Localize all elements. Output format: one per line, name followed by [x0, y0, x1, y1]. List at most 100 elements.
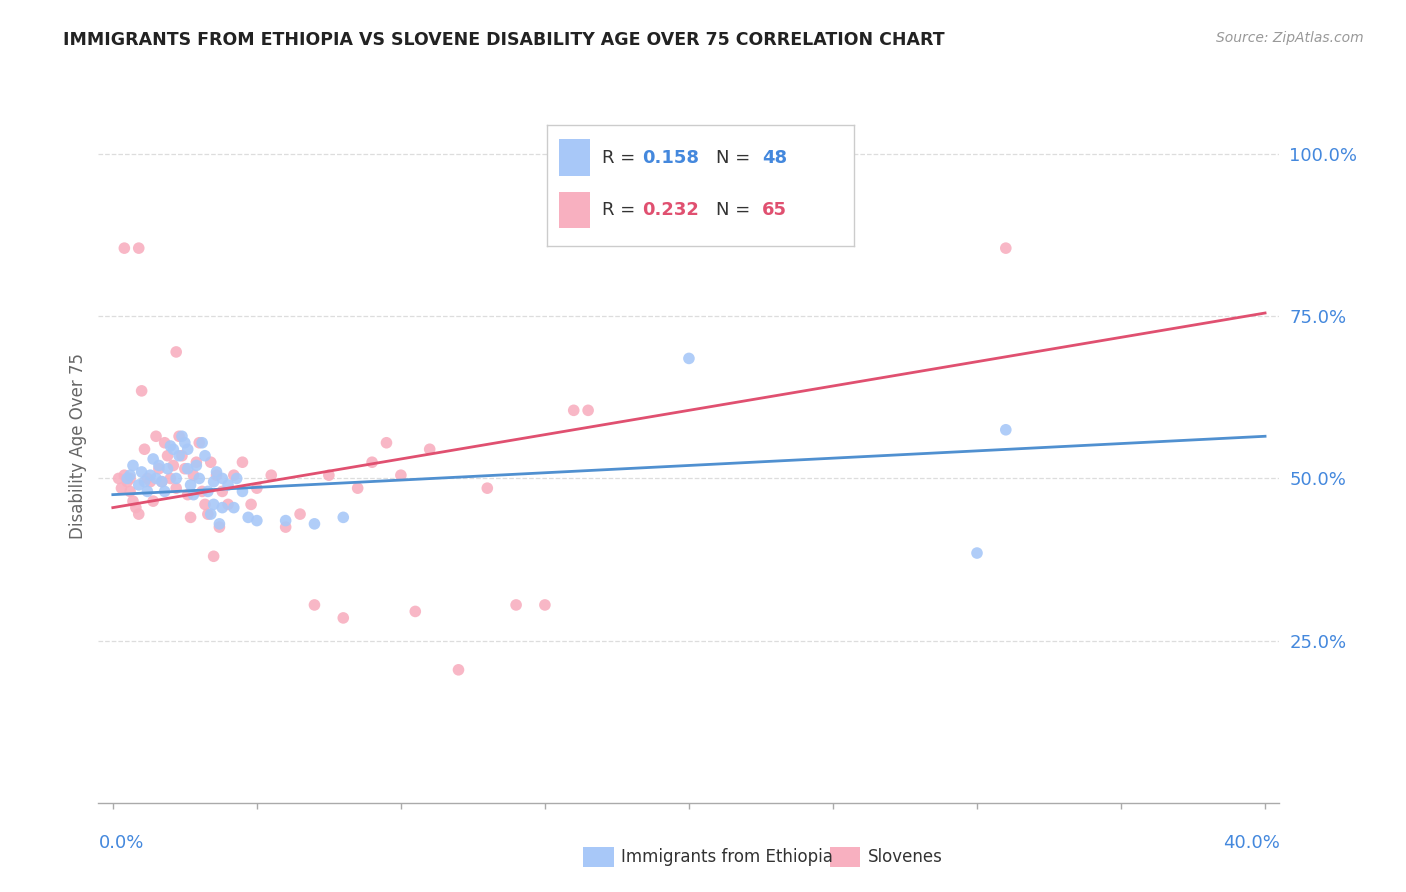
- Point: [165, 471, 187, 485]
- Point: [107, 471, 129, 485]
- Point: [167, 449, 190, 463]
- Point: [162, 442, 184, 457]
- Text: IMMIGRANTS FROM ETHIOPIA VS SLOVENE DISABILITY AGE OVER 75 CORRELATION CHART: IMMIGRANTS FROM ETHIOPIA VS SLOVENE DISA…: [63, 31, 945, 49]
- Point: [167, 429, 190, 443]
- Point: [332, 611, 354, 625]
- Point: [134, 442, 156, 457]
- Point: [202, 549, 225, 564]
- Point: [173, 461, 195, 475]
- Point: [131, 384, 153, 398]
- Text: Immigrants from Ethiopia: Immigrants from Ethiopia: [621, 848, 834, 866]
- Point: [145, 429, 167, 443]
- Point: [110, 481, 132, 495]
- Point: [150, 475, 173, 489]
- Point: [505, 598, 527, 612]
- Point: [165, 481, 187, 495]
- Point: [202, 497, 225, 511]
- Point: [389, 468, 412, 483]
- Point: [217, 497, 239, 511]
- Point: [156, 461, 179, 475]
- Point: [139, 468, 162, 483]
- Point: [170, 449, 193, 463]
- Point: [534, 598, 557, 612]
- Point: [139, 475, 162, 489]
- Point: [419, 442, 441, 457]
- Point: [966, 546, 988, 560]
- Point: [122, 458, 145, 473]
- Point: [156, 449, 179, 463]
- Point: [194, 449, 217, 463]
- Point: [183, 488, 205, 502]
- Point: [170, 429, 193, 443]
- Point: [165, 345, 187, 359]
- Point: [153, 435, 176, 450]
- Point: [211, 471, 233, 485]
- Point: [304, 516, 326, 531]
- Point: [115, 471, 138, 485]
- Point: [274, 520, 297, 534]
- Point: [150, 475, 173, 489]
- Point: [200, 507, 222, 521]
- Point: [562, 403, 585, 417]
- Point: [240, 497, 263, 511]
- Point: [142, 452, 165, 467]
- Point: [159, 471, 181, 485]
- Point: [404, 604, 426, 618]
- Point: [225, 471, 247, 485]
- Point: [202, 475, 225, 489]
- Point: [477, 481, 499, 495]
- Point: [197, 507, 219, 521]
- Point: [145, 471, 167, 485]
- Point: [148, 458, 170, 473]
- Point: [180, 478, 202, 492]
- Point: [217, 478, 239, 492]
- Point: [188, 471, 211, 485]
- Point: [994, 423, 1017, 437]
- Text: 0.0%: 0.0%: [98, 834, 143, 852]
- Point: [205, 465, 228, 479]
- Y-axis label: Disability Age Over 75: Disability Age Over 75: [69, 353, 87, 539]
- Point: [142, 494, 165, 508]
- Point: [205, 468, 228, 483]
- Point: [994, 241, 1017, 255]
- Point: [191, 435, 214, 450]
- Point: [211, 484, 233, 499]
- Point: [197, 484, 219, 499]
- Point: [173, 435, 195, 450]
- Point: [183, 468, 205, 483]
- Point: [576, 403, 599, 417]
- Point: [136, 471, 159, 485]
- Point: [120, 484, 142, 499]
- Point: [231, 455, 253, 469]
- Point: [274, 514, 297, 528]
- Point: [246, 514, 269, 528]
- Point: [125, 500, 148, 515]
- Point: [246, 481, 269, 495]
- Point: [346, 481, 368, 495]
- Point: [211, 500, 233, 515]
- Point: [128, 241, 150, 255]
- Point: [186, 458, 208, 473]
- Point: [678, 351, 700, 366]
- Point: [120, 471, 142, 485]
- Point: [186, 455, 208, 469]
- Point: [122, 494, 145, 508]
- Text: Source: ZipAtlas.com: Source: ZipAtlas.com: [1216, 31, 1364, 45]
- Point: [131, 465, 153, 479]
- Point: [222, 500, 245, 515]
- Point: [162, 458, 184, 473]
- Point: [222, 468, 245, 483]
- Point: [375, 435, 398, 450]
- Point: [134, 475, 156, 489]
- Point: [361, 455, 384, 469]
- Point: [180, 510, 202, 524]
- Point: [332, 510, 354, 524]
- Point: [153, 484, 176, 499]
- Point: [188, 435, 211, 450]
- Text: Slovenes: Slovenes: [868, 848, 942, 866]
- Point: [136, 484, 159, 499]
- Point: [120, 468, 142, 483]
- Point: [191, 484, 214, 499]
- Point: [231, 484, 253, 499]
- Point: [200, 455, 222, 469]
